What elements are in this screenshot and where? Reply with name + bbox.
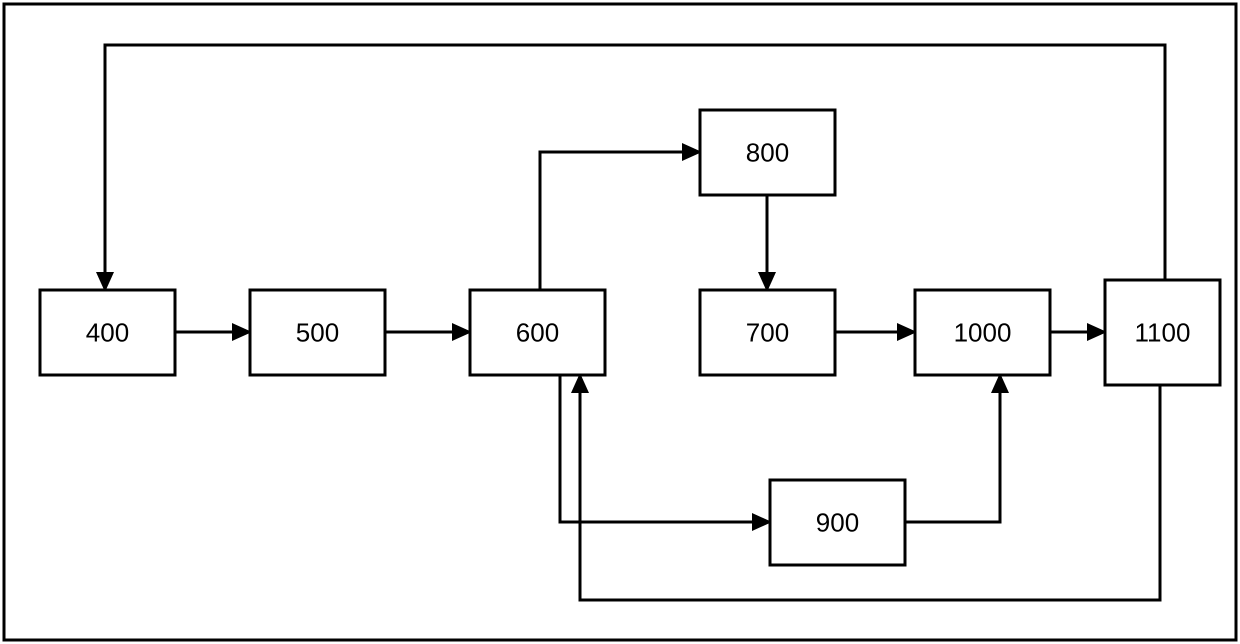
node-n600: 600: [470, 290, 605, 375]
node-n400: 400: [40, 290, 175, 375]
node-label-n400: 400: [86, 318, 129, 348]
flow-diagram: 400 500 600 700 800 900 1000 1100: [0, 0, 1240, 644]
edge-n600-to-n800: [540, 152, 700, 290]
node-n700: 700: [700, 290, 835, 375]
node-label-n500: 500: [296, 318, 339, 348]
node-label-n1000: 1000: [954, 318, 1012, 348]
node-label-n1100: 1100: [1135, 318, 1191, 348]
node-label-n600: 600: [516, 318, 559, 348]
node-n800: 800: [700, 110, 835, 195]
nodes-group: 400 500 600 700 800 900 1000 1100: [40, 110, 1220, 565]
node-n500: 500: [250, 290, 385, 375]
node-n1100: 1100: [1105, 280, 1220, 385]
edge-n900-to-n1000: [905, 375, 1000, 522]
edge-n1100-to-n400: [105, 45, 1165, 290]
edge-n600-to-n900: [560, 375, 770, 522]
node-n900: 900: [770, 480, 905, 565]
node-label-n800: 800: [746, 138, 789, 168]
node-n1000: 1000: [915, 290, 1050, 375]
node-label-n900: 900: [816, 508, 859, 538]
node-label-n700: 700: [746, 318, 789, 348]
